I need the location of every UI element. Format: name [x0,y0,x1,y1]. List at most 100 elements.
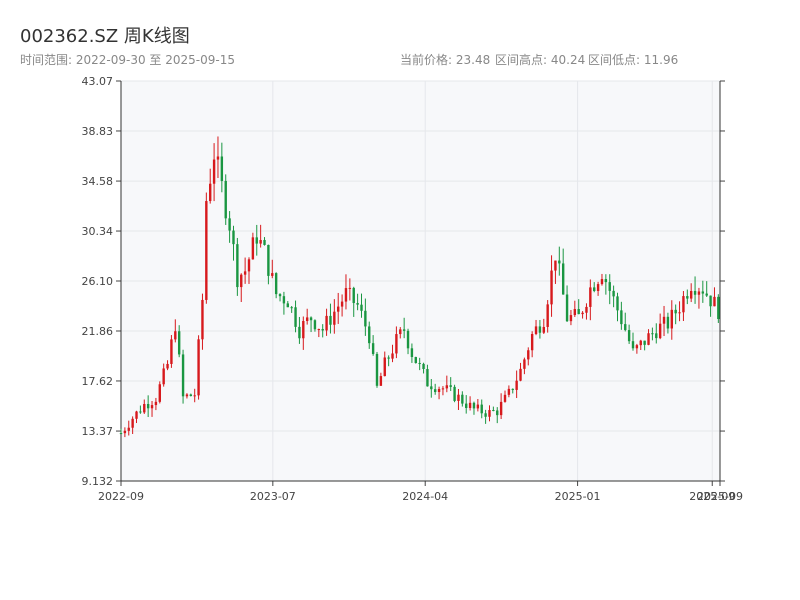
candle-body [624,324,627,331]
candle-body [162,368,165,385]
candle-body [480,404,483,414]
candle-body [344,288,348,302]
candle-body [445,385,449,389]
candle-body [220,156,224,181]
candle-body [604,279,608,283]
candle-body [174,331,177,340]
candle-body [278,294,282,297]
y-tick-label: 38.83 [82,125,114,138]
candle-body [274,273,278,295]
candle-body [422,363,425,370]
candle-body [705,293,708,296]
range-high-text: 区间高点: 40.24 [495,53,586,67]
candle-body [437,388,441,393]
x-tick-label: 2025-01 [555,490,601,503]
candle-body [166,363,169,369]
candle-body [418,362,421,364]
candle-body [329,315,332,325]
candle-body [538,326,542,333]
candle-body [476,404,480,409]
candle-body [670,309,673,329]
y-tick-label: 13.37 [82,425,114,438]
candle-body [201,299,204,340]
candle-body [139,411,142,413]
candle-body [271,273,274,276]
candle-body [488,410,491,417]
candle-body [247,259,251,272]
y-tick-label: 9.132 [82,475,114,488]
candle-body [193,395,196,397]
candle-body [340,301,344,307]
candle-body [410,348,414,358]
candle-body [209,183,212,202]
candle-body [181,354,185,397]
candle-body [197,339,200,396]
candle-body [360,304,363,311]
candle-body [240,274,243,288]
candle-body [577,309,580,315]
candle-body [631,341,635,349]
candle-body [123,430,127,434]
candle-body [674,309,677,314]
candle-body [352,287,355,304]
candle-body [177,331,181,355]
candle-body [379,376,383,386]
candle-body [449,385,452,387]
candle-body [387,357,390,359]
candle-body [399,329,402,335]
candle-body [135,411,138,419]
candle-body [143,403,146,413]
candle-body [666,316,670,329]
candle-body [697,291,701,295]
candle-body [189,394,193,397]
candle-body [426,369,429,387]
candle-body [662,316,666,324]
candle-body [127,427,130,431]
y-tick-label: 43.07 [82,75,114,88]
candle-body [682,296,685,313]
candle-body [635,345,639,349]
candle-body [406,330,410,349]
candle-body [655,333,658,339]
candle-body [561,263,565,295]
candle-body [154,401,158,406]
candle-body [414,357,417,363]
candle-body [457,394,460,401]
candle-body [337,306,340,312]
candle-body [375,353,379,386]
candle-body [496,410,499,416]
candle-body [282,296,286,304]
candle-body [620,310,623,325]
candle-body [402,329,406,331]
candle-body [612,290,615,297]
candle-body [499,401,503,416]
candle-body [216,156,220,160]
candle-body [530,333,534,351]
candle-body [608,282,611,291]
candle-body [585,306,588,313]
candle-body [251,237,255,260]
candle-body [678,312,681,314]
candle-body [302,321,305,339]
y-tick-label: 26.10 [82,275,114,288]
candle-body [259,240,262,244]
candle-body [368,326,371,344]
x-tick-label: 2022-09 [98,490,144,503]
candle-body [212,159,216,184]
x-tick-label: 2025-09 [689,490,735,503]
candle-body [185,394,189,397]
candle-body [701,291,705,294]
candle-body [647,333,650,345]
candle-body [313,320,317,330]
candle-body [433,389,437,393]
candle-body [317,329,321,331]
y-tick-label: 21.86 [82,325,114,338]
candle-body [472,402,476,409]
candle-body [542,326,545,333]
candle-body [263,240,266,245]
candle-body [465,403,468,409]
candle-body [616,296,619,311]
candle-body [550,270,553,305]
